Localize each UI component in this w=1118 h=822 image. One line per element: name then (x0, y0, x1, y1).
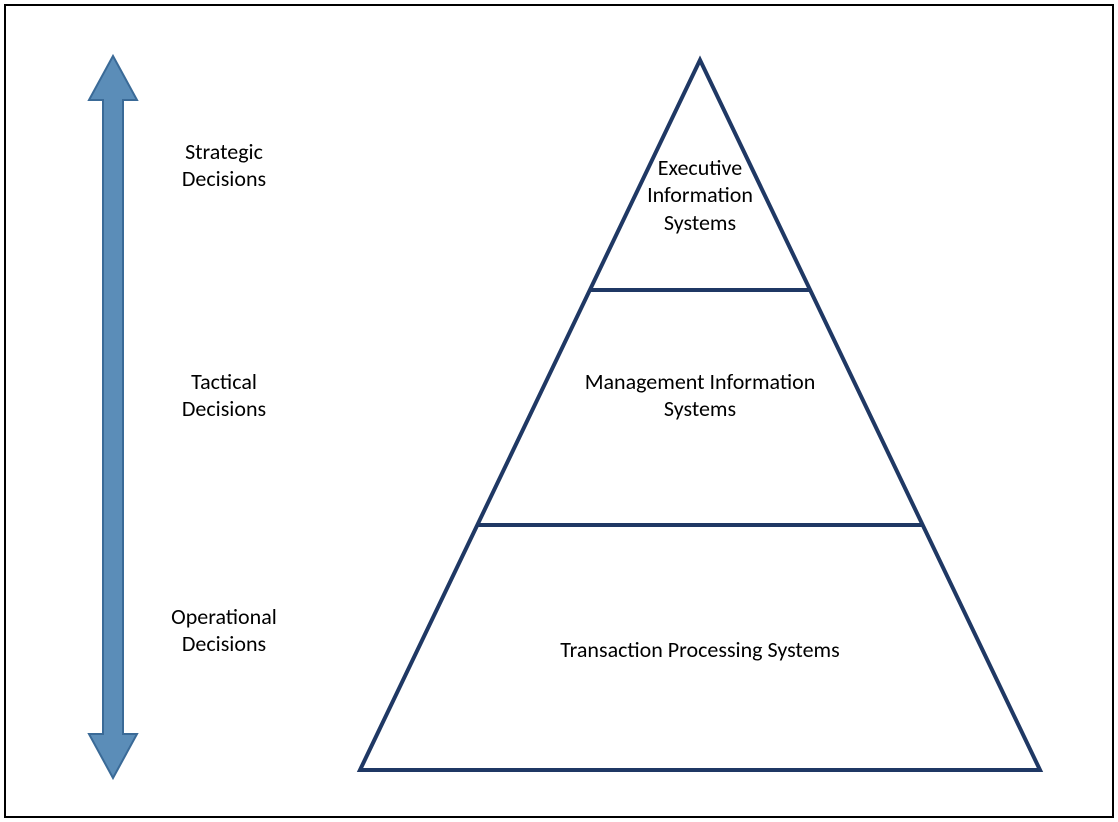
diagram-frame: Strategic Decisions Tactical Decisions O… (4, 4, 1114, 818)
label-management-information-systems: Management Information Systems (500, 368, 900, 423)
label-executive-information-systems: Executive Information Systems (500, 154, 900, 237)
label-transaction-processing-systems: Transaction Processing Systems (500, 636, 900, 664)
label-tactical-decisions: Tactical Decisions (124, 368, 324, 423)
label-strategic-decisions: Strategic Decisions (124, 138, 324, 193)
label-operational-decisions: Operational Decisions (124, 603, 324, 658)
